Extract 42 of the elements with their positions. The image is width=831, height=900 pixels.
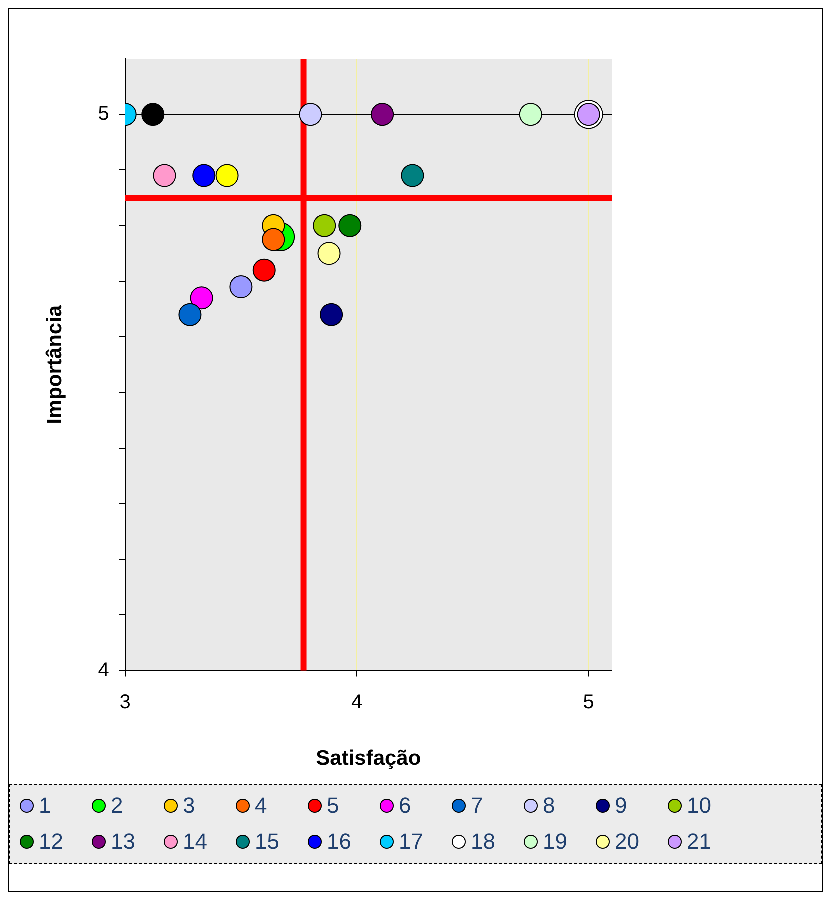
- legend-label: 21: [687, 829, 712, 855]
- point: [190, 286, 214, 310]
- legend-label: 8: [543, 793, 556, 819]
- point: [313, 214, 336, 238]
- point: [371, 103, 394, 126]
- point: [230, 276, 253, 299]
- legend-label: 10: [687, 793, 712, 819]
- x-axis-title: Satisfação: [316, 747, 422, 770]
- x-tick-label: 3: [120, 691, 131, 714]
- y-axis-title: Importância: [43, 305, 66, 424]
- x-tick-label: 4: [352, 691, 363, 714]
- point: [153, 164, 176, 188]
- legend-label: 15: [255, 829, 280, 855]
- legend-label: 19: [543, 829, 568, 855]
- legend-label: 4: [255, 793, 268, 819]
- legend-label: 13: [111, 829, 136, 855]
- legend-label: 5: [327, 793, 340, 819]
- point: [299, 103, 322, 126]
- point: [338, 214, 362, 238]
- legend-label: 2: [111, 793, 124, 819]
- legend-label: 18: [471, 829, 496, 855]
- point: [192, 164, 216, 188]
- legend-label: 14: [183, 829, 208, 855]
- point: [252, 258, 276, 282]
- point: [519, 103, 542, 126]
- point: [216, 164, 239, 188]
- point: [401, 164, 424, 188]
- legend-label: 20: [615, 829, 640, 855]
- legend-label: 16: [327, 829, 352, 855]
- legend-label: 9: [615, 793, 628, 819]
- legend-label: 6: [399, 793, 412, 819]
- point: [178, 303, 202, 326]
- legend-label: 17: [399, 829, 424, 855]
- x-tick-label: 5: [583, 691, 594, 714]
- legend-label: 3: [183, 793, 196, 819]
- legend-label: 7: [471, 793, 484, 819]
- point: [142, 103, 165, 126]
- legend-label: 12: [39, 829, 64, 855]
- legend-label: 1: [39, 793, 52, 819]
- point: [320, 303, 344, 326]
- point: [262, 228, 286, 252]
- point: [318, 242, 341, 266]
